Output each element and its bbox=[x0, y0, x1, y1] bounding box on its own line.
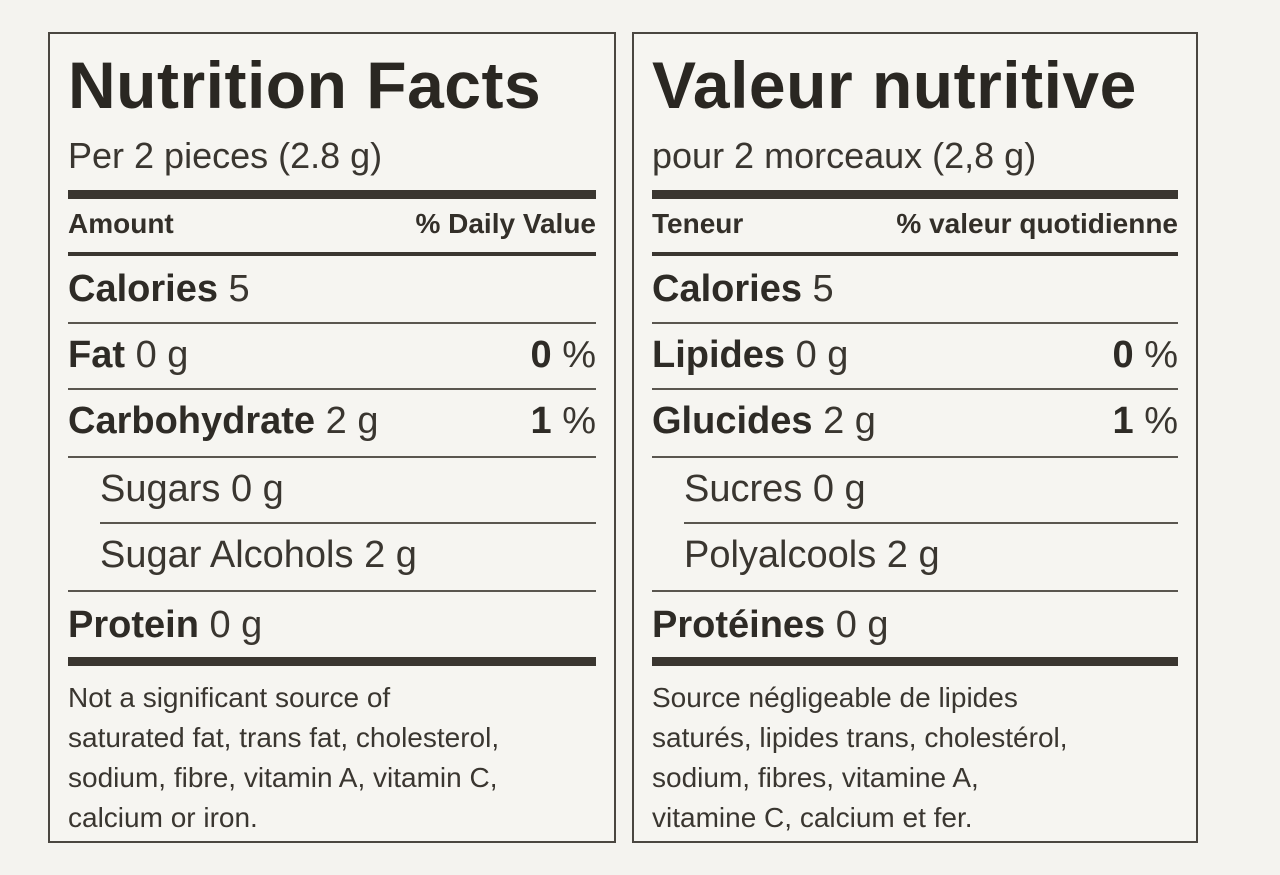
divider bbox=[68, 252, 596, 256]
divider bbox=[68, 388, 596, 390]
divider bbox=[68, 322, 596, 324]
footnote: Source négligeable de lipides saturés, l… bbox=[652, 682, 1068, 833]
divider bbox=[68, 657, 596, 666]
daily-value-number: 0 bbox=[1112, 334, 1134, 376]
fat-row: Lipides 0 g 0 % bbox=[652, 336, 1178, 374]
percent-sign: % bbox=[562, 400, 596, 442]
nutrient-amount: 2 g bbox=[325, 400, 379, 442]
protein-row: Protein 0 g bbox=[68, 606, 596, 644]
nutrient-amount: 0 g bbox=[835, 604, 889, 646]
percent-sign: % bbox=[562, 334, 596, 376]
divider bbox=[652, 190, 1178, 199]
footnote: Not a significant source of saturated fa… bbox=[68, 682, 500, 833]
nutrient-amount: 0 g bbox=[209, 604, 263, 646]
divider bbox=[68, 590, 596, 592]
sugars-row: Sucres 0 g bbox=[684, 470, 1178, 508]
nutrient-name: Protein bbox=[68, 604, 199, 646]
daily-value: 0 % bbox=[531, 336, 597, 374]
divider bbox=[652, 322, 1178, 324]
nutrient-amount: 0 g bbox=[135, 334, 189, 376]
divider bbox=[652, 388, 1178, 390]
daily-value: 1 % bbox=[531, 402, 597, 440]
serving-size: pour 2 morceaux (2,8 g) bbox=[652, 135, 1037, 176]
nutrient-amount: 2 g bbox=[886, 534, 940, 576]
protein-row: Protéines 0 g bbox=[652, 606, 1178, 644]
divider bbox=[100, 522, 596, 524]
nutrient-name: Polyalcools bbox=[684, 534, 877, 576]
daily-value-header: % Daily Value bbox=[415, 208, 596, 239]
nutrient-name: Calories bbox=[652, 268, 802, 310]
divider bbox=[684, 522, 1178, 524]
nutrient-name: Fat bbox=[68, 334, 125, 376]
nutrient-name: Sucres bbox=[684, 468, 803, 510]
nutrient-amount: 0 g bbox=[812, 468, 866, 510]
daily-value: 1 % bbox=[1113, 402, 1179, 440]
nutrient-name: Glucides bbox=[652, 400, 813, 442]
divider bbox=[652, 590, 1178, 592]
divider bbox=[652, 456, 1178, 458]
fat-row: Fat 0 g 0 % bbox=[68, 336, 596, 374]
sugars-row: Sugars 0 g bbox=[100, 470, 596, 508]
calories-row: Calories 5 bbox=[68, 270, 596, 308]
daily-value-number: 1 bbox=[1112, 400, 1134, 442]
nutrient-amount: 0 g bbox=[230, 468, 284, 510]
daily-value-number: 1 bbox=[530, 400, 552, 442]
percent-sign: % bbox=[1144, 400, 1178, 442]
nutrient-amount: 2 g bbox=[364, 534, 417, 576]
carbohydrate-row: Glucides 2 g 1 % bbox=[652, 402, 1178, 440]
nutrient-amount: 5 bbox=[228, 268, 250, 310]
nutrition-facts-panel-english: Nutrition Facts Per 2 pieces (2.8 g) Amo… bbox=[48, 32, 616, 843]
nutrition-facts-panel-french: Valeur nutritive pour 2 morceaux (2,8 g)… bbox=[632, 32, 1198, 843]
serving-size: Per 2 pieces (2.8 g) bbox=[68, 135, 383, 176]
sugar-alcohols-row: Polyalcools 2 g bbox=[684, 536, 1178, 574]
divider bbox=[68, 456, 596, 458]
calories-row: Calories 5 bbox=[652, 270, 1178, 308]
daily-value: 0 % bbox=[1113, 336, 1179, 374]
nutrient-name: Lipides bbox=[652, 334, 786, 376]
amount-header: Teneur bbox=[652, 208, 744, 239]
nutrient-amount: 2 g bbox=[823, 400, 876, 442]
divider bbox=[68, 190, 596, 199]
daily-value-number: 0 bbox=[530, 334, 552, 376]
nutrient-name: Carbohydrate bbox=[68, 400, 316, 442]
nutrient-amount: 0 g bbox=[795, 334, 849, 376]
nutrient-name: Protéines bbox=[652, 604, 826, 646]
divider bbox=[652, 657, 1178, 666]
nutrient-amount: 5 bbox=[812, 268, 834, 310]
daily-value-header: % valeur quotidienne bbox=[896, 208, 1178, 239]
amount-header: Amount bbox=[68, 208, 174, 239]
divider bbox=[652, 252, 1178, 256]
nutrient-name: Calories bbox=[68, 268, 218, 310]
carbohydrate-row: Carbohydrate 2 g 1 % bbox=[68, 402, 596, 440]
nutrient-name: Sugar Alcohols bbox=[100, 534, 354, 576]
panel-title: Nutrition Facts bbox=[68, 48, 542, 122]
percent-sign: % bbox=[1144, 334, 1178, 376]
panel-title: Valeur nutritive bbox=[652, 48, 1137, 122]
sugar-alcohols-row: Sugar Alcohols 2 g bbox=[100, 536, 596, 574]
nutrient-name: Sugars bbox=[100, 468, 221, 510]
